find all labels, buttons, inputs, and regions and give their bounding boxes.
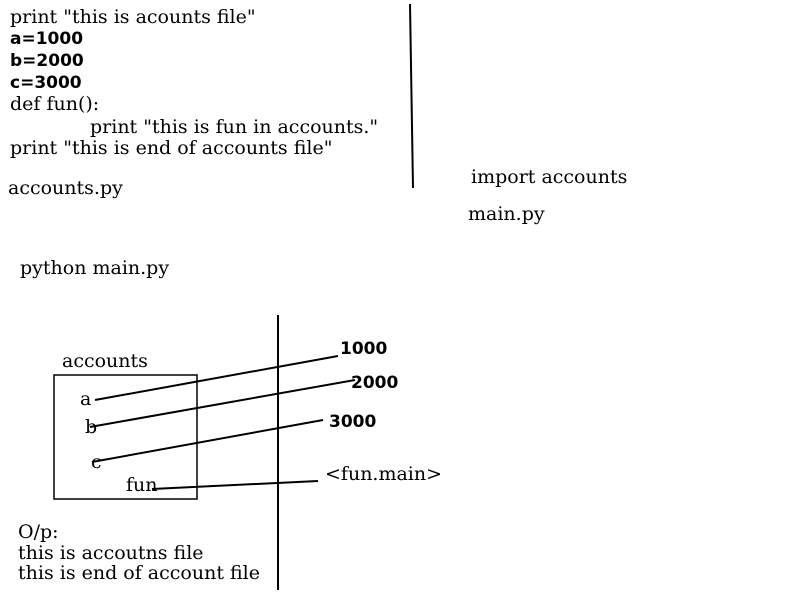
code-line-c: c=3000 (10, 73, 82, 93)
value-2000: 2000 (351, 373, 399, 393)
main-filename: main.py (468, 203, 545, 225)
arrow-b (89, 379, 356, 428)
value-1000: 1000 (340, 339, 388, 359)
value-fun-main: <fun.main> (325, 463, 443, 485)
accounts-filename: accounts.py (8, 177, 123, 199)
value-3000: 3000 (329, 412, 377, 432)
main-code-import: import accounts (471, 166, 628, 188)
code-line-def: def fun(): (10, 93, 100, 115)
var-fun: fun (126, 474, 158, 496)
arrow-a (94, 355, 339, 401)
code-line-print-start: print "this is acounts file" (10, 6, 256, 28)
accounts-module-box (53, 374, 198, 500)
code-line-b: b=2000 (10, 51, 84, 71)
output-label: O/p: (18, 521, 59, 543)
code-line-print-fun: print "this is fun in accounts." (90, 116, 379, 138)
output-line-1: this is accoutns file (18, 542, 204, 564)
code-line-a: a=1000 (10, 29, 84, 49)
var-c: c (91, 451, 102, 473)
arrow-c (91, 419, 324, 463)
module-label: accounts (62, 350, 148, 372)
var-a: a (80, 388, 92, 410)
output-line-2: this is end of account file (18, 562, 260, 584)
arrow-fun (151, 480, 319, 490)
run-command: python main.py (20, 257, 170, 279)
var-b: b (85, 416, 98, 438)
code-line-print-end: print "this is end of accounts file" (10, 137, 333, 159)
divider-top (409, 3, 414, 189)
